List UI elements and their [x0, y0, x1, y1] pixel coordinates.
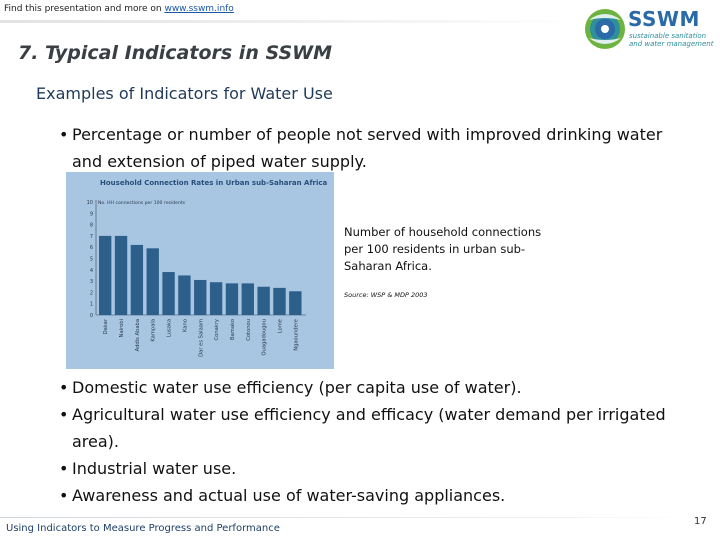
- sswm-logo: SSWM sustainable sanitation and water ma…: [583, 6, 715, 54]
- bar: [162, 272, 175, 315]
- bullet-text-5: Awareness and actual use of water-saving…: [72, 486, 506, 505]
- section-heading: Examples of Indicators for Water Use: [36, 84, 333, 103]
- x-tick-label: Ouagadougou: [262, 319, 268, 356]
- bar: [241, 283, 254, 315]
- source-note-prefix: Find this presentation and more on: [4, 4, 165, 14]
- bar: [130, 244, 144, 315]
- bar: [178, 275, 191, 315]
- chart-y-axis-label: No. HH connections per 100 residents: [98, 200, 186, 206]
- y-tick-label: 1: [90, 302, 93, 308]
- x-tick-label: Bamako: [230, 319, 236, 340]
- chart-caption: Number of household connections per 100 …: [344, 225, 542, 273]
- x-tick-label: Dakar: [103, 318, 109, 334]
- bar: [257, 286, 270, 315]
- bullet-list-lower: • Domestic water use efficiency (per cap…: [59, 374, 692, 509]
- footer-divider: [0, 517, 690, 518]
- footer-title: Using Indicators to Measure Progress and…: [6, 523, 280, 534]
- x-tick-label: Kano: [182, 319, 188, 332]
- bullet-text-2: Domestic water use efficiency (per capit…: [72, 378, 522, 397]
- bullet-item-4: • Industrial water use.: [59, 455, 692, 482]
- bar: [225, 283, 239, 315]
- y-tick-label: 10: [87, 200, 93, 206]
- y-tick-label: 6: [90, 245, 93, 251]
- bullet-marker: •: [59, 378, 69, 397]
- x-tick-label: Nairobi: [119, 319, 125, 337]
- bullet-text-3: Agricultural water use efficiency and ef…: [72, 405, 666, 451]
- logo-tagline-line-1: sustainable sanitation: [629, 32, 707, 40]
- y-tick-label: 7: [90, 234, 93, 240]
- bar: [99, 235, 112, 315]
- y-tick-label: 9: [90, 211, 93, 217]
- bar: [194, 279, 207, 315]
- bar: [146, 248, 159, 315]
- x-tick-label: Cotonou: [246, 319, 252, 341]
- x-tick-label: Lusaka: [167, 319, 173, 337]
- x-tick-label: Addis Ababa: [135, 319, 141, 351]
- presentation-source-note: Find this presentation and more on www.s…: [4, 4, 234, 14]
- x-tick-label: Ngaoundere: [293, 319, 299, 351]
- x-tick-label: Dar es Salaam: [198, 319, 204, 357]
- connection-rates-chart: Household Connection Rates in Urban sub-…: [66, 172, 334, 369]
- chart-title: Household Connection Rates in Urban sub-…: [100, 179, 328, 187]
- bullet-text-1: Percentage or number of people not serve…: [72, 125, 663, 171]
- bullet-marker: •: [59, 125, 69, 144]
- y-tick-label: 4: [90, 268, 93, 274]
- page-number: 17: [694, 516, 707, 527]
- y-tick-label: 2: [90, 290, 93, 296]
- bullet-item-1: • Percentage or number of people not ser…: [59, 121, 692, 175]
- x-tick-label: Lome: [277, 319, 283, 333]
- bullet-marker: •: [59, 405, 69, 424]
- y-tick-label: 3: [90, 279, 93, 285]
- y-tick-label: 5: [90, 257, 93, 263]
- bar: [273, 287, 286, 315]
- bullet-item-5: • Awareness and actual use of water-savi…: [59, 482, 692, 509]
- bar-chart: Household Connection Rates in Urban sub-…: [66, 172, 334, 369]
- slide-title: 7. Typical Indicators in SSWM: [18, 42, 333, 64]
- bullet-marker: •: [59, 459, 69, 478]
- y-tick-label: 8: [90, 223, 93, 229]
- sswm-website-link[interactable]: www.sswm.info: [164, 4, 234, 14]
- bar: [209, 282, 223, 315]
- x-tick-label: Conakry: [214, 319, 220, 340]
- bullet-item-2: • Domestic water use efficiency (per cap…: [59, 374, 692, 401]
- x-tick-label: Kampala: [151, 319, 157, 342]
- bar: [289, 291, 302, 315]
- logo-wordmark: SSWM: [628, 7, 700, 31]
- y-tick-label: 0: [90, 313, 93, 319]
- bullet-marker: •: [59, 486, 69, 505]
- sswm-logo-icon: [585, 9, 625, 49]
- header-divider: [0, 20, 580, 23]
- logo-tagline-line-2: and water management: [629, 40, 714, 48]
- bullet-text-4: Industrial water use.: [72, 459, 237, 478]
- bar: [114, 235, 128, 315]
- bullet-item-3: • Agricultural water use efficiency and …: [59, 401, 692, 455]
- logo-tagline: sustainable sanitation and water managem…: [629, 32, 713, 48]
- chart-source: Source: WSP & MDP 2003: [344, 291, 428, 299]
